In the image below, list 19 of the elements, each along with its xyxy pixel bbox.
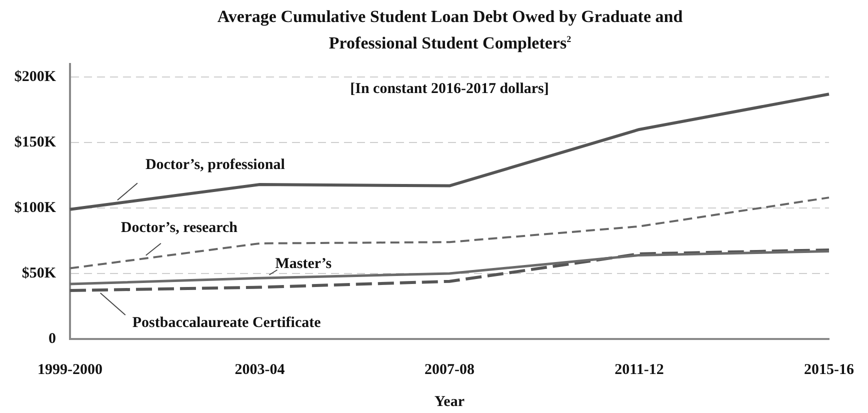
x-tick-label: 1999-2000 [38,362,102,378]
x-tick-label: 2015-16 [804,362,854,378]
x-tick-label: 2011-12 [614,362,664,378]
x-tick-label: 2007-08 [424,362,474,378]
chart-title: Average Cumulative Student Loan Debt Owed by Graduate and Professional Student Completers$^{2}$ [216,6,684,55]
series-label: Doctor’s, professional [145,157,285,174]
x-axis-title: Year [434,394,465,410]
series-label: Postbaccalaureate Certificate [132,314,322,331]
y-tick-label: $100K [14,200,56,216]
line-series [69,196,830,270]
y-tick-label: $150K [14,134,56,150]
y-tick-label: $50K [22,265,56,282]
series-label: Doctor’s, research [120,220,238,236]
y-tick-label: $200K [14,68,56,85]
y-tick-label: 0 [48,330,56,347]
series-label: Master’s [275,256,332,272]
annotation: [In constant 2016-2017 dollars] [350,80,549,97]
line-series [68,248,831,292]
x-tick-label: 2003-04 [234,362,286,378]
